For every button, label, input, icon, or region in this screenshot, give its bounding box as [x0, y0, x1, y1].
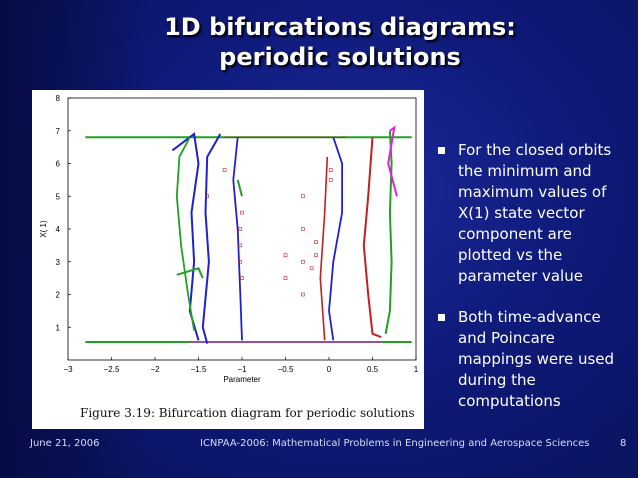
- y-tick-label: 3: [56, 258, 61, 267]
- marker-point: [240, 276, 244, 280]
- slide-title-line1: 1D bifurcations diagrams:: [164, 13, 516, 41]
- y-tick-label: 6: [56, 160, 61, 169]
- y-tick-label: 8: [56, 94, 61, 103]
- y-tick-label: 4: [56, 225, 61, 234]
- x-tick-label: 0: [327, 365, 332, 374]
- y-tick-label: 2: [56, 291, 61, 300]
- branch-green-1: [175, 136, 195, 331]
- marker-point: [301, 259, 305, 264]
- bullet-square-icon: [438, 147, 445, 154]
- marker-point: [238, 243, 243, 248]
- bullet-square-icon: [438, 314, 445, 321]
- branch-blue-3: [232, 137, 243, 341]
- marker-point: [222, 168, 227, 172]
- footer-conference: ICNPAA-2006: Mathematical Problems in En…: [200, 438, 590, 449]
- marker-point: [240, 210, 244, 215]
- marker-point: [301, 292, 305, 297]
- x-tick-label: −2.5: [104, 365, 120, 374]
- bullet-text: For the closed orbits the minimum and ma…: [458, 141, 612, 285]
- marker-point: [314, 253, 318, 257]
- x-tick-label: −2: [150, 365, 160, 374]
- marker-point: [314, 240, 318, 244]
- branch-green-3: [176, 267, 204, 279]
- slide-title: 1D bifurcations diagrams: periodic solut…: [130, 12, 550, 72]
- branch-blue-4: [328, 137, 343, 341]
- branch-blue-1: [171, 132, 200, 341]
- branch-blue-2: [201, 133, 222, 344]
- marker-point: [301, 227, 305, 231]
- marker-point: [283, 253, 288, 257]
- bullet-list: For the closed orbits the minimum and ma…: [432, 140, 628, 432]
- y-tick-label: 7: [56, 127, 61, 136]
- x-axis-label: Parameter: [223, 375, 261, 384]
- bullet-text: Both time-advance and Poincare mappings …: [458, 308, 615, 410]
- x-tick-label: 1: [414, 365, 419, 374]
- y-axis-label: X( 1): [39, 220, 48, 238]
- branch-green-2: [236, 179, 243, 197]
- x-tick-label: −0.5: [278, 365, 294, 374]
- marker-point: [309, 266, 314, 271]
- branch-green-4: [384, 130, 393, 334]
- slide-title-line2: periodic solutions: [219, 43, 461, 71]
- marker-point: [283, 276, 288, 280]
- marker-point: [205, 194, 209, 199]
- x-tick-label: −1.5: [191, 365, 207, 374]
- bullet-item: For the closed orbits the minimum and ma…: [432, 140, 628, 287]
- branch-red-1: [319, 156, 329, 341]
- branch-red-2: [362, 137, 382, 339]
- y-tick-label: 5: [56, 192, 61, 201]
- marker-point: [328, 178, 333, 182]
- bifurcation-figure: −3 −2.5 −2 −1.5 −1 −0.5 0 0.5 1 1 2 3 4 5 6 7 8 Parameter…: [32, 90, 424, 429]
- marker-point: [238, 227, 243, 231]
- footer-date: June 21, 2006: [30, 438, 100, 449]
- branch-magenta-1: [387, 125, 398, 197]
- x-tick-label: −1: [237, 365, 247, 374]
- x-tick-label: 0.5: [367, 365, 379, 374]
- marker-point: [328, 168, 333, 172]
- marker-point: [301, 194, 305, 199]
- bifurcation-plot: −3 −2.5 −2 −1.5 −1 −0.5 0 0.5 1 1 2 3 4 5 6 7 8 Parameter…: [39, 94, 419, 384]
- x-tick-label: −3: [63, 365, 73, 374]
- figure-caption: Figure 3.19: Bifurcation diagram for per…: [80, 406, 415, 420]
- footer-page-number: 8: [620, 438, 627, 449]
- bullet-item: Both time-advance and Poincare mappings …: [432, 307, 628, 412]
- y-tick-label: 1: [56, 323, 61, 332]
- marker-point: [238, 259, 243, 264]
